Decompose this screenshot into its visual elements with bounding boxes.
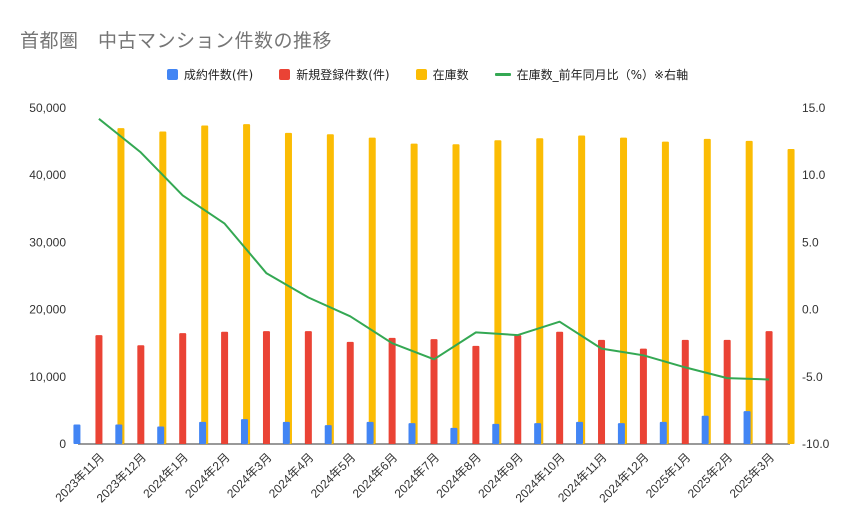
legend-item-new-listings[interactable]: 新規登録件数(件) — [279, 66, 390, 83]
bar-new-listings — [388, 337, 396, 444]
y-right-tick-label: 10.0 — [802, 168, 826, 182]
bar-new-listings — [346, 341, 354, 444]
bar-contracts — [743, 411, 751, 444]
y-axis-right: -10.0 -5.0 0.0 5.0 10.0 15.0 — [802, 101, 830, 451]
legend-item-inventory[interactable]: 在庫数 — [415, 66, 469, 83]
line-inventory-yoy — [98, 118, 770, 381]
bar-new-listings — [681, 339, 689, 444]
bar-new-listings — [137, 345, 145, 444]
bar-contracts — [115, 424, 123, 444]
y-left-tick-label: 10,000 — [29, 370, 66, 384]
bar-inventory — [703, 138, 711, 445]
bar-inventory — [117, 128, 125, 444]
legend-label-contracts: 成約件数(件) — [183, 68, 254, 82]
y-right-tick-label: -5.0 — [802, 370, 823, 384]
legend-swatch-new-listings — [279, 69, 291, 80]
y-left-tick-label: 40,000 — [29, 168, 66, 182]
x-axis: 2023年11月2023年12月2024年1月2024年2月2024年3月202… — [53, 450, 778, 505]
chart-title: 首都圏 中古マンション件数の推移 — [20, 30, 333, 52]
bar-contracts — [534, 423, 542, 444]
bar-inventory — [326, 134, 334, 444]
bar-contracts — [408, 423, 416, 444]
legend-label-inventory-yoy: 在庫数_前年同月比（%）※右軸 — [516, 68, 689, 82]
legend-swatch-inventory-yoy — [494, 73, 511, 76]
legend-swatch-contracts — [166, 69, 178, 80]
bar-new-listings — [598, 339, 606, 444]
y-right-tick-label: 5.0 — [802, 235, 819, 249]
line-series-group — [98, 118, 770, 381]
bar-new-listings — [179, 333, 187, 444]
y-left-tick-label: 50,000 — [29, 101, 66, 115]
bar-contracts — [450, 427, 458, 444]
bar-contracts — [199, 421, 207, 444]
bar-contracts — [492, 423, 500, 444]
bar-inventory — [745, 140, 753, 445]
bar-contracts — [366, 421, 374, 444]
legend: 成約件数(件) 新規登録件数(件) 在庫数 在庫数_前年同月比（%）※右軸 — [0, 66, 855, 83]
bar-contracts — [240, 419, 248, 444]
bar-new-listings — [639, 348, 647, 444]
bar-new-listings — [472, 345, 480, 444]
bar-inventory — [787, 148, 795, 444]
y-right-tick-label: 0.0 — [802, 303, 819, 317]
legend-item-inventory-yoy[interactable]: 在庫数_前年同月比（%）※右軸 — [494, 66, 689, 83]
bar-new-listings — [262, 331, 270, 444]
bar-inventory — [661, 141, 669, 444]
y-left-tick-label: 30,000 — [29, 235, 66, 249]
bar-inventory — [368, 137, 376, 444]
bar-new-listings — [514, 335, 522, 444]
bar-inventory — [494, 140, 502, 445]
y-axis-left: 0 10,000 20,000 30,000 40,000 50,000 — [29, 101, 66, 451]
y-left-tick-label: 0 — [59, 437, 66, 451]
bar-inventory — [284, 132, 292, 444]
bar-inventory — [201, 125, 209, 445]
bar-inventory — [243, 124, 251, 445]
bar-new-listings — [221, 331, 229, 444]
bar-contracts — [576, 421, 584, 444]
legend-swatch-inventory — [415, 69, 427, 80]
bar-new-listings — [304, 331, 312, 444]
bar-new-listings — [430, 339, 438, 444]
bar-contracts — [73, 424, 81, 444]
bar-series-group — [73, 124, 795, 445]
bar-inventory — [578, 135, 586, 444]
y-left-tick-label: 20,000 — [29, 303, 66, 317]
bar-contracts — [617, 423, 625, 444]
x-tick-label: 2025年3月 — [727, 450, 777, 500]
bar-contracts — [701, 415, 709, 444]
bar-new-listings — [723, 339, 731, 444]
bar-inventory — [536, 138, 544, 445]
bar-contracts — [157, 426, 165, 444]
bar-new-listings — [556, 331, 564, 444]
legend-label-inventory: 在庫数 — [432, 68, 469, 82]
y-right-tick-label: -10.0 — [802, 437, 830, 451]
bar-new-listings — [95, 335, 103, 444]
bar-inventory — [452, 144, 460, 444]
bar-contracts — [659, 421, 667, 444]
bar-inventory — [620, 137, 628, 444]
bar-inventory — [410, 143, 418, 444]
bar-new-listings — [765, 331, 773, 444]
legend-item-contracts[interactable]: 成約件数(件) — [166, 66, 254, 83]
legend-label-new-listings: 新規登録件数(件) — [296, 68, 390, 82]
bar-contracts — [282, 421, 290, 444]
y-right-tick-label: 15.0 — [802, 101, 826, 115]
bar-contracts — [324, 425, 332, 444]
bar-inventory — [159, 131, 167, 444]
